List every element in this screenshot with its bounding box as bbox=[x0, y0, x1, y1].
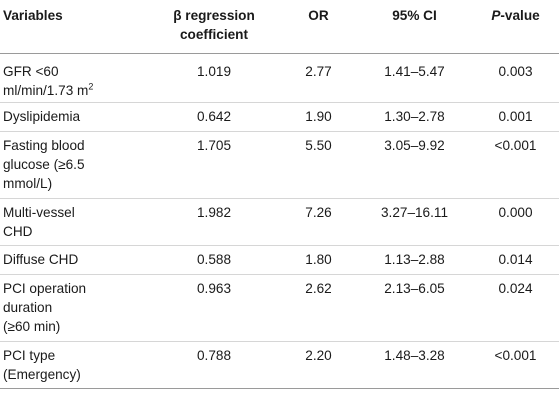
header-p-rest: -value bbox=[500, 8, 540, 23]
row-p: 0.001 bbox=[472, 102, 559, 132]
row-variable: Dyslipidemia bbox=[0, 102, 148, 132]
row-p: 0.003 bbox=[472, 53, 559, 103]
table-row: PCI operation duration (≥60 min) 0.963 2… bbox=[0, 274, 559, 342]
variable-line: PCI type bbox=[3, 348, 56, 363]
row-p: <0.001 bbox=[472, 131, 559, 199]
variable-line: mmol/L) bbox=[3, 176, 53, 191]
variable-line: GFR <60 bbox=[3, 64, 59, 79]
table-row: Diffuse CHD 0.588 1.80 1.13–2.88 0.014 bbox=[0, 245, 559, 275]
variable-line: CHD bbox=[3, 224, 33, 239]
variable-line: (Emergency) bbox=[3, 367, 81, 382]
row-ci: 1.48–3.28 bbox=[357, 341, 472, 389]
row-or: 1.90 bbox=[280, 102, 357, 132]
row-or: 2.77 bbox=[280, 53, 357, 103]
header-beta-line2: coefficient bbox=[180, 27, 248, 42]
row-beta: 0.788 bbox=[148, 341, 280, 389]
regression-table: Variables β regression coefficient OR 95… bbox=[0, 0, 559, 389]
variable-line: Diffuse CHD bbox=[3, 252, 79, 267]
row-ci: 1.13–2.88 bbox=[357, 245, 472, 275]
header-ci: 95% CI bbox=[357, 0, 472, 54]
row-beta: 0.642 bbox=[148, 102, 280, 132]
row-or: 5.50 bbox=[280, 131, 357, 199]
variable-line: (≥60 min) bbox=[3, 319, 61, 334]
table-row: Dyslipidemia 0.642 1.90 1.30–2.78 0.001 bbox=[0, 102, 559, 132]
variable-line: Dyslipidemia bbox=[3, 109, 81, 124]
row-variable: Diffuse CHD bbox=[0, 245, 148, 275]
row-ci: 3.05–9.92 bbox=[357, 131, 472, 199]
row-p: 0.014 bbox=[472, 245, 559, 275]
row-beta: 0.588 bbox=[148, 245, 280, 275]
variable-line: Multi-vessel bbox=[3, 205, 75, 220]
variable-superscript: 2 bbox=[88, 81, 94, 92]
row-p: <0.001 bbox=[472, 341, 559, 389]
row-beta: 1.705 bbox=[148, 131, 280, 199]
row-beta: 0.963 bbox=[148, 274, 280, 342]
row-variable: PCI operation duration (≥60 min) bbox=[0, 274, 148, 342]
row-or: 1.80 bbox=[280, 245, 357, 275]
header-p-value: P-value bbox=[472, 0, 559, 54]
variable-line: PCI operation bbox=[3, 281, 87, 296]
variable-line: ml/min/1.73 m bbox=[3, 83, 89, 98]
row-or: 7.26 bbox=[280, 198, 357, 246]
variable-line: Fasting blood bbox=[3, 138, 85, 153]
header-beta: β regression coefficient bbox=[148, 0, 280, 54]
row-or: 2.20 bbox=[280, 341, 357, 389]
row-ci: 1.30–2.78 bbox=[357, 102, 472, 132]
variable-line: glucose (≥6.5 bbox=[3, 157, 85, 172]
header-beta-line1: β regression bbox=[173, 8, 255, 23]
row-or: 2.62 bbox=[280, 274, 357, 342]
row-beta: 1.019 bbox=[148, 53, 280, 103]
variable-line: duration bbox=[3, 300, 53, 315]
header-or: OR bbox=[280, 0, 357, 54]
table-row: Multi-vessel CHD 1.982 7.26 3.27–16.11 0… bbox=[0, 198, 559, 246]
header-p-italic: P bbox=[491, 8, 501, 23]
row-variable: Fasting blood glucose (≥6.5 mmol/L) bbox=[0, 131, 148, 199]
row-ci: 1.41–5.47 bbox=[357, 53, 472, 103]
table-row: GFR <60 ml/min/1.73 m2 1.019 2.77 1.41–5… bbox=[0, 53, 559, 103]
row-ci: 3.27–16.11 bbox=[357, 198, 472, 246]
table-row: PCI type (Emergency) 0.788 2.20 1.48–3.2… bbox=[0, 341, 559, 389]
table-header-row: Variables β regression coefficient OR 95… bbox=[0, 0, 559, 54]
table-row: Fasting blood glucose (≥6.5 mmol/L) 1.70… bbox=[0, 131, 559, 199]
header-variables: Variables bbox=[0, 0, 148, 54]
row-beta: 1.982 bbox=[148, 198, 280, 246]
row-ci: 2.13–6.05 bbox=[357, 274, 472, 342]
row-p: 0.000 bbox=[472, 198, 559, 246]
row-variable: PCI type (Emergency) bbox=[0, 341, 148, 389]
row-variable: GFR <60 ml/min/1.73 m2 bbox=[0, 53, 148, 103]
row-p: 0.024 bbox=[472, 274, 559, 342]
row-variable: Multi-vessel CHD bbox=[0, 198, 148, 246]
